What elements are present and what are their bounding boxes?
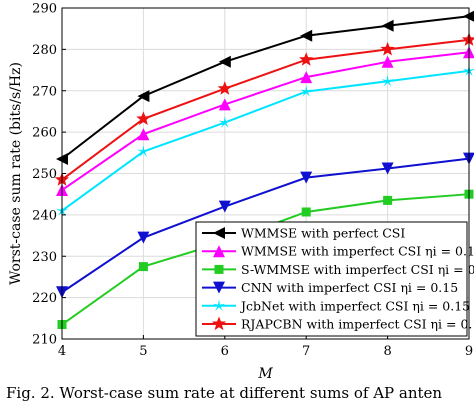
legend-label: S-WMMSE with imperfect CSI ηi = 0.15 — [241, 262, 474, 277]
legend-marker — [211, 316, 227, 331]
data-point — [300, 85, 313, 97]
series-5 — [54, 32, 474, 186]
data-point — [218, 55, 231, 68]
x-tick-label: 8 — [383, 344, 391, 359]
data-point — [217, 81, 232, 95]
data-point — [137, 145, 150, 157]
series-0 — [56, 10, 474, 166]
legend-marker — [213, 281, 225, 294]
data-point — [381, 162, 394, 175]
data-point — [137, 128, 150, 141]
figure-caption: Fig. 2. Worst-case sum rate at different… — [6, 384, 442, 402]
x-axis-label: M — [257, 366, 273, 382]
y-tick-label: 230 — [32, 250, 57, 265]
data-point — [137, 90, 150, 103]
x-tick-label: 4 — [58, 344, 66, 359]
y-axis-label: Worst-case sum rate (bits/s/Hz) — [8, 62, 24, 285]
legend-marker — [212, 299, 226, 312]
series-line — [61, 38, 470, 181]
series-line — [61, 51, 470, 191]
legend-label: WMMSE with perfect CSI — [241, 226, 405, 241]
data-point — [218, 98, 231, 111]
series-line — [61, 15, 470, 160]
legend-item: JcbNet with imperfect CSI ηi = 0.15 — [202, 298, 470, 313]
data-point — [301, 207, 311, 217]
series-line — [61, 69, 470, 212]
data-point — [218, 116, 231, 128]
legend-marker — [214, 264, 224, 274]
data-point — [137, 231, 150, 244]
legend-box — [195, 221, 468, 337]
legend-label: CNN with imperfect CSI ηi = 0.15 — [241, 280, 458, 295]
x-tick-label: 6 — [221, 344, 229, 359]
data-point — [300, 29, 313, 42]
data-point — [300, 71, 313, 84]
data-point — [380, 41, 395, 56]
legend-label: JcbNet with imperfect CSI ηi = 0.15 — [239, 298, 470, 313]
legend-marker — [213, 227, 225, 239]
x-tick-label: 9 — [465, 344, 473, 359]
legend-item: S-WMMSE with imperfect CSI ηi = 0.15 — [202, 262, 474, 277]
x-tick-label: 7 — [302, 344, 310, 359]
y-tick-label: 250 — [32, 167, 57, 182]
y-tick-label: 260 — [32, 126, 57, 141]
data-point — [136, 111, 151, 125]
data-point — [383, 195, 393, 205]
data-point — [381, 74, 394, 87]
y-tick-label: 270 — [32, 84, 57, 99]
data-point — [138, 262, 148, 272]
y-tick-label: 280 — [32, 43, 57, 58]
data-point — [299, 52, 314, 66]
series-line — [61, 157, 470, 294]
legend-item: WMMSE with perfect CSI — [202, 226, 405, 241]
y-tick-label: 290 — [32, 2, 57, 17]
data-point — [300, 171, 313, 184]
legend: WMMSE with perfect CSI WMMSE with imperfe… — [195, 221, 474, 337]
y-tick-label: 240 — [32, 208, 57, 223]
data-point — [461, 32, 474, 46]
data-point — [381, 55, 394, 68]
y-tick-label: 210 — [32, 333, 57, 348]
data-point — [381, 19, 394, 32]
legend-item: RJAPCBN with imperfect CSI ηi = 0.15 — [202, 316, 474, 332]
legend-marker — [213, 245, 225, 258]
series-3 — [56, 152, 474, 299]
legend-item: CNN with imperfect CSI ηi = 0.15 — [202, 280, 458, 295]
legend-item: WMMSE with imperfect CSI ηi = 0.15 — [202, 244, 474, 259]
data-point — [462, 64, 474, 77]
data-point — [218, 200, 231, 213]
ticks: 4 5 6 7 8 9 210 220 230 240 250 260 270 280 290 — [32, 2, 473, 360]
y-tick-label: 220 — [32, 291, 57, 306]
x-tick-label: 5 — [139, 344, 147, 359]
legend-label: WMMSE with imperfect CSI ηi = 0.15 — [241, 244, 474, 259]
legend-label: RJAPCBN with imperfect CSI ηi = 0.15 — [241, 317, 474, 332]
